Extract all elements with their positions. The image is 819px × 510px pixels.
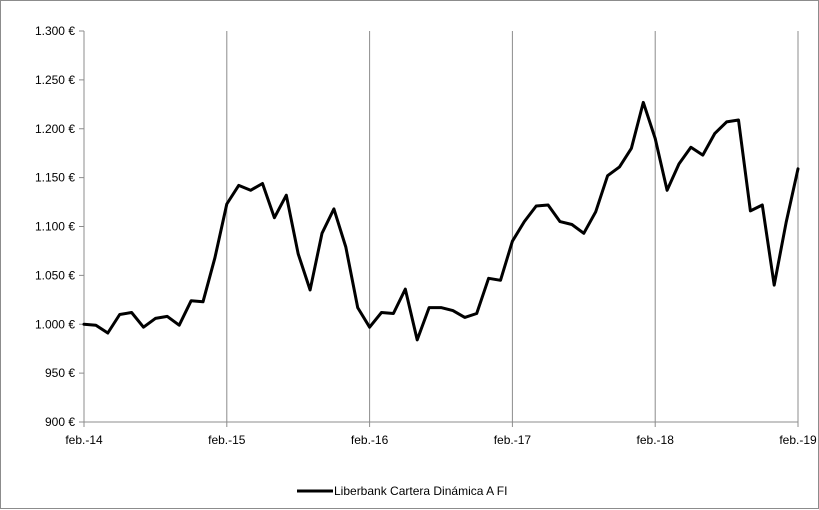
y-tick-label: 1.250 €	[35, 73, 75, 87]
x-tick-label: feb.-16	[351, 433, 389, 447]
y-tick-label: 1.300 €	[35, 24, 75, 38]
y-axis-tick-labels: 900 € 950 € 1.000 € 1.050 € 1.100 € 1.150 € 1.…	[35, 24, 75, 429]
y-tick-label: 950 €	[45, 366, 75, 380]
x-axis-tick-labels: feb.-14 feb.-15 feb.-16 feb.-17 feb.-18 feb.-…	[65, 433, 817, 447]
y-tick-label: 1.000 €	[35, 317, 75, 331]
series-line	[82, 100, 800, 342]
x-tick-label: feb.-15	[208, 433, 246, 447]
x-tick-label: feb.-18	[637, 433, 675, 447]
x-tick-label: feb.-19	[779, 433, 817, 447]
legend-label: Liberbank Cartera Dinámica A FI	[334, 484, 507, 498]
grid-lines	[226, 31, 799, 422]
y-tick-label: 1.050 €	[35, 268, 75, 282]
legend: Liberbank Cartera Dinámica A FI	[297, 484, 507, 498]
y-tick-label: 1.150 €	[35, 171, 75, 185]
y-tick-label: 1.200 €	[35, 122, 75, 136]
x-tick-label: feb.-17	[494, 433, 532, 447]
y-tick-label: 1.100 €	[35, 220, 75, 234]
axes	[79, 30, 799, 427]
x-tick-label: feb.-14	[65, 433, 103, 447]
y-tick-label: 900 €	[45, 415, 75, 429]
series-layer	[82, 100, 800, 342]
